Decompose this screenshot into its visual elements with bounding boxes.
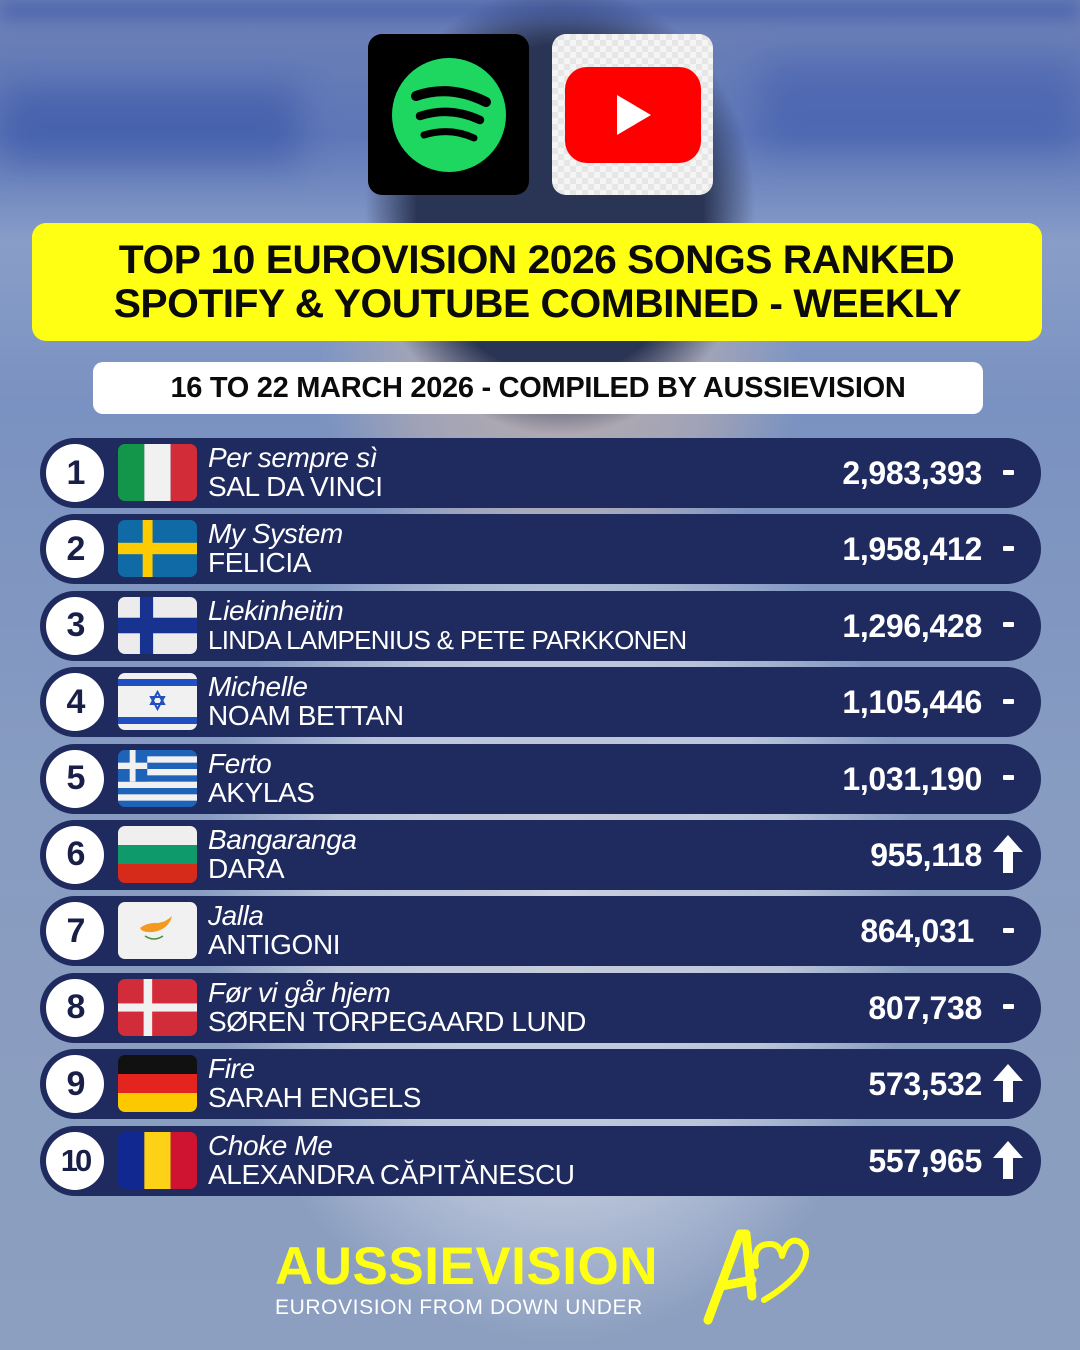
dash-icon — [991, 528, 1025, 568]
ranking-list: 1 Per sempre sì SAL DA VINCI 2,983,393 2… — [40, 438, 1041, 1202]
artist-name: SAL DA VINCI — [208, 471, 383, 502]
song-title: Michelle — [208, 671, 308, 703]
rank-badge: 9 — [46, 1055, 104, 1114]
arrow-up-icon — [991, 1140, 1025, 1180]
youtube-logo — [552, 34, 713, 195]
stream-count: 2,983,393 — [842, 455, 982, 491]
ranking-row: 6 Bangaranga DARA 955,118 — [40, 819, 1041, 890]
brand-name: AUSSIEVISION — [275, 1237, 658, 1296]
ranking-row: 10 Choke Me ALEXANDRA CĂPITĂNESCU 557,96… — [40, 1125, 1041, 1196]
rank-number: 9 — [66, 1064, 86, 1103]
spotify-logo — [368, 34, 529, 195]
ranking-row: 1 Per sempre sì SAL DA VINCI 2,983,393 — [40, 438, 1041, 508]
dash-icon — [991, 910, 1025, 950]
italy-flag-icon — [118, 444, 197, 501]
romania-flag-icon — [118, 1131, 197, 1189]
song-title: Før vi går hjem — [208, 976, 391, 1008]
dash-icon — [991, 452, 1025, 492]
ranking-row: 9 Fire SARAH ENGELS 573,532 — [40, 1049, 1041, 1120]
youtube-icon — [564, 66, 701, 163]
rank-badge: 10 — [46, 1131, 104, 1190]
stream-count: 955,118 — [870, 836, 982, 873]
artist-name: LINDA LAMPENIUS & PETE PARKKONEN — [208, 624, 687, 655]
song-title: My System — [208, 518, 343, 550]
bulgaria-flag-icon — [118, 825, 197, 883]
greece-flag-icon — [118, 749, 197, 807]
cyprus-flag-icon — [118, 902, 197, 960]
stream-count: 573,532 — [868, 1066, 982, 1103]
rank-number: 1 — [66, 453, 86, 492]
artist-name: ANTIGONI — [208, 929, 341, 961]
song-title: Jalla — [208, 900, 264, 932]
arrow-up-icon — [991, 834, 1025, 874]
rank-number: 10 — [60, 1142, 93, 1178]
platform-logos — [368, 34, 713, 195]
ranking-row: 5 Ferto AKYLAS 1,031,190 — [40, 743, 1041, 814]
rank-badge: 7 — [46, 902, 104, 961]
artist-name: SØREN TORPEGAARD LUND — [208, 1005, 586, 1037]
stream-count: 557,965 — [868, 1142, 982, 1179]
artist-name: FELICIA — [208, 547, 312, 579]
song-title: Per sempre sì — [208, 442, 378, 473]
aussievision-brand: AUSSIEVISION EUROVISION FROM DOWN UNDER — [275, 1240, 658, 1320]
stream-count: 864,031 — [860, 913, 974, 950]
song-title: Choke Me — [208, 1129, 333, 1161]
rank-number: 7 — [66, 911, 86, 950]
dash-icon — [991, 758, 1025, 798]
song-title: Bangaranga — [208, 823, 357, 855]
rank-number: 5 — [66, 759, 86, 798]
rank-number: 2 — [66, 529, 86, 568]
denmark-flag-icon — [118, 978, 197, 1036]
sweden-flag-icon — [118, 520, 197, 578]
artist-name: DARA — [208, 852, 285, 884]
stream-count: 1,296,428 — [842, 607, 982, 644]
rank-badge: 8 — [46, 978, 104, 1037]
stream-count: 1,031,190 — [842, 760, 982, 797]
artist-name: AKYLAS — [208, 776, 315, 808]
date-range-subtitle: 16 TO 22 MARCH 2026 - COMPILED BY AUSSIE… — [170, 371, 906, 404]
rank-badge: 5 — [46, 749, 104, 808]
ranking-row: 4 Michelle NOAM BETTAN 1,105,446 — [40, 667, 1041, 738]
song-title: Fire — [208, 1053, 255, 1085]
rank-badge: 2 — [46, 520, 104, 579]
finland-flag-icon — [118, 596, 197, 654]
ranking-row: 2 My System FELICIA 1,958,412 — [40, 514, 1041, 585]
subtitle-banner: 16 TO 22 MARCH 2026 - COMPILED BY AUSSIE… — [93, 362, 983, 414]
ranking-row: 8 Før vi går hjem SØREN TORPEGAARD LUND … — [40, 972, 1041, 1043]
brand-tagline: EUROVISION FROM DOWN UNDER — [275, 1296, 643, 1319]
germany-flag-icon — [118, 1055, 197, 1113]
arrow-up-icon — [991, 1063, 1025, 1103]
dash-icon — [991, 987, 1025, 1027]
title-line-1: TOP 10 EUROVISION 2026 SONGS RANKED — [119, 238, 955, 282]
stream-count: 1,105,446 — [842, 684, 982, 721]
rank-badge: 3 — [46, 596, 104, 655]
song-title: Ferto — [208, 747, 272, 779]
song-title: Liekinheitin — [208, 594, 344, 626]
artist-name: NOAM BETTAN — [208, 700, 404, 732]
rank-badge: 4 — [46, 673, 104, 732]
ranking-row: 3 Liekinheitin LINDA LAMPENIUS & PETE PA… — [40, 590, 1041, 661]
title-banner: TOP 10 EUROVISION 2026 SONGS RANKED SPOT… — [32, 223, 1042, 341]
rank-number: 6 — [66, 835, 86, 874]
aussievision-heart-logo-icon — [700, 1226, 810, 1331]
title-line-2: SPOTIFY & YOUTUBE COMBINED - WEEKLY — [113, 282, 961, 326]
rank-badge: 6 — [46, 825, 104, 884]
ranking-row: 7 Jalla ANTIGONI 864,031 — [40, 896, 1041, 967]
israel-flag-icon — [118, 673, 197, 731]
rank-number: 3 — [66, 606, 86, 645]
stream-count: 807,738 — [868, 989, 982, 1026]
artist-name: SARAH ENGELS — [208, 1082, 422, 1114]
rank-number: 4 — [66, 682, 86, 721]
spotify-icon — [391, 57, 506, 172]
dash-icon — [991, 605, 1025, 645]
artist-name: ALEXANDRA CĂPITĂNESCU — [208, 1158, 575, 1190]
stream-count: 1,958,412 — [842, 531, 982, 568]
rank-badge: 1 — [46, 444, 104, 502]
rank-number: 8 — [66, 988, 86, 1027]
dash-icon — [991, 681, 1025, 721]
